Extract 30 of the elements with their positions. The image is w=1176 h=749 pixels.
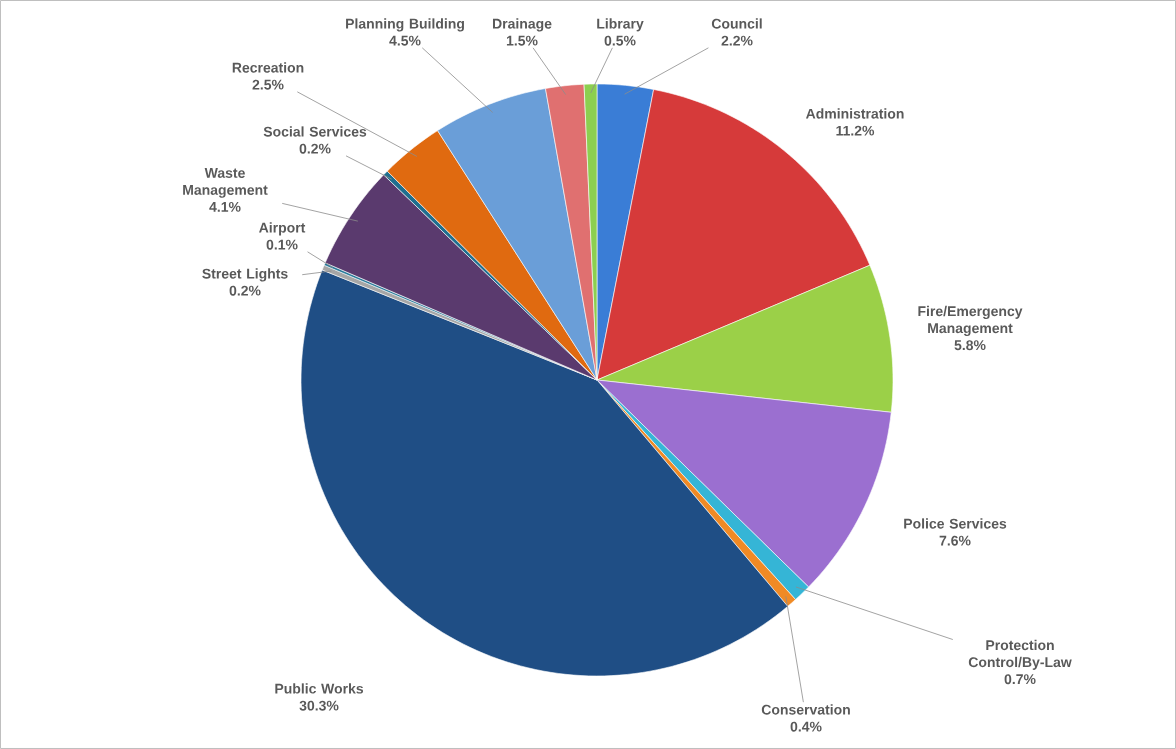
slice-label: Waste Management — [183, 168, 268, 198]
slice-label: Social Services — [263, 126, 367, 137]
slice-label: Public Works — [275, 683, 364, 694]
slice-label: Airport — [259, 222, 306, 236]
data-label: 2.2% — [721, 35, 753, 46]
data-label: 30.3% — [299, 700, 339, 711]
data-label: 5.8% — [954, 340, 986, 351]
slice-label: Street Lights — [202, 268, 288, 282]
data-label: 0.4% — [790, 721, 822, 732]
slice-label: Council — [711, 18, 762, 29]
slice-label: Recreation — [232, 62, 304, 73]
data-label: 0.1% — [266, 239, 298, 250]
data-label: 0.2% — [229, 285, 261, 296]
slice-label: Fire/Emergency Management — [918, 305, 1023, 336]
data-label: 4.1% — [209, 202, 241, 212]
data-label: 0.2% — [299, 143, 331, 154]
slice-label: Drainage — [493, 18, 552, 32]
data-label: 2.5% — [252, 79, 284, 90]
data-label: 1.5% — [506, 35, 538, 46]
slice-label: Police Services — [904, 518, 1007, 529]
slice-label: Protection Control/By-Law — [968, 639, 1072, 670]
slice-label: Administration — [805, 108, 904, 119]
slice-label: Conservation — [761, 704, 850, 715]
data-label: 0.5% — [604, 35, 636, 46]
slice-label: Library — [597, 18, 644, 32]
slice-label: Planning Building — [346, 18, 464, 32]
data-label: 0.7% — [1004, 674, 1036, 685]
data-label: 4.5% — [389, 35, 421, 46]
data-label: 7.6% — [939, 535, 971, 546]
data-label: 11.2% — [836, 125, 875, 136]
